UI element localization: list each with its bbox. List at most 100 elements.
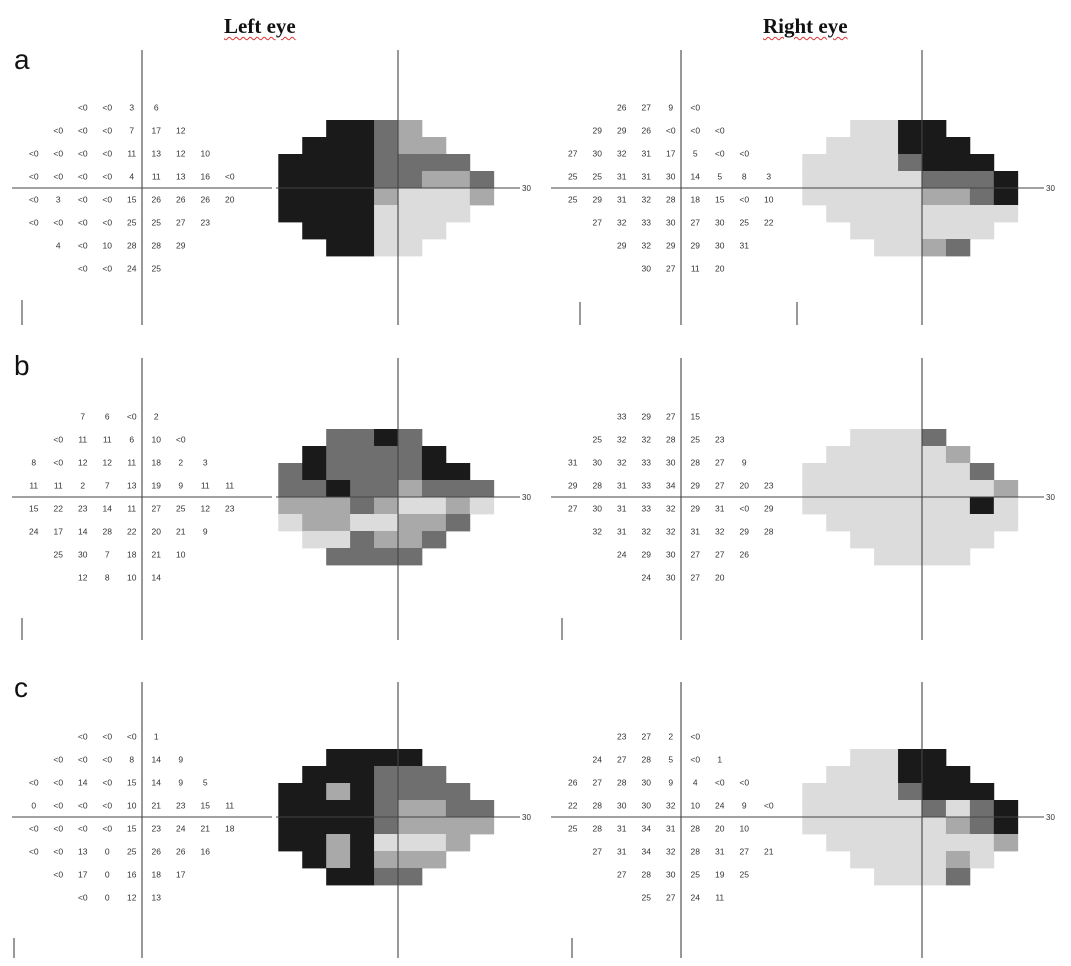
- row-b-left-threshold-value: 11: [127, 458, 136, 468]
- row-b-left-threshold-value: 10: [176, 550, 186, 560]
- row-b-right-grayscale-cell: [993, 514, 1019, 532]
- row-b-right-grayscale-cell: [922, 548, 947, 566]
- row-b-left-threshold-value: 11: [54, 481, 63, 491]
- row-c-right-threshold-value: 27: [642, 732, 652, 742]
- row-c-right-grayscale-cell: [874, 783, 899, 801]
- row-label-a: a: [14, 44, 30, 75]
- row-a-left-grayscale-cell: [326, 137, 351, 155]
- row-b-left-threshold-value: 11: [127, 504, 136, 514]
- row-c-left-threshold-value: 16: [201, 847, 211, 857]
- row-a-right-grayscale-cell: [969, 222, 995, 240]
- row-b-right-grayscale-cell: [945, 463, 971, 481]
- row-c-left-grayscale-cell: [374, 800, 399, 818]
- row-b-left-threshold-value: 30: [78, 550, 88, 560]
- row-c-right-threshold-value: <0: [764, 801, 774, 811]
- row-a-right-grayscale-cell: [898, 137, 923, 155]
- row-b-left-threshold-value: 27: [152, 504, 162, 514]
- row-a-left-grayscale-cell: [445, 154, 471, 172]
- row-a-right-threshold-value: 33: [642, 218, 652, 228]
- row-a-left-grayscale-cell: [350, 188, 375, 206]
- row-b-right-threshold-value: 29: [642, 412, 652, 422]
- row-b-right-threshold-value: 20: [740, 481, 750, 491]
- row-c-right-grayscale-cell: [826, 817, 851, 835]
- row-a-left-grayscale-cell: [421, 137, 447, 155]
- row-b-right-threshold-value: 28: [593, 481, 603, 491]
- row-b-right-threshold-value: 32: [715, 527, 725, 537]
- row-c-right-grayscale-cell: [898, 800, 923, 818]
- row-a-right-grayscale-cell: [945, 154, 971, 172]
- row-a-left-grayscale-cell: [374, 171, 399, 189]
- row-label-c: c: [14, 672, 28, 703]
- row-c-left-grayscale-cell: [350, 868, 375, 886]
- row-a-right-grayscale-cell: [874, 205, 899, 223]
- row-b-right-threshold-value: 31: [617, 481, 627, 491]
- row-c-right-grayscale-cell: [874, 868, 899, 886]
- row-a-left-threshold-value: 26: [176, 195, 186, 205]
- row-c-left-threshold-value: 12: [127, 893, 137, 903]
- row-a-left-grayscale-cell: [302, 205, 327, 223]
- row-c-left-threshold-value: 15: [127, 778, 137, 788]
- row-c-right-grayscale-cell: [898, 749, 923, 767]
- row-b-left-grayscale-cell: [278, 463, 303, 481]
- row-c-right-threshold-value: 10: [691, 801, 701, 811]
- row-c-left-grayscale-cell: [350, 817, 375, 835]
- row-b-right-grayscale-cell: [945, 548, 971, 566]
- row-c-left-grayscale-cell: [421, 783, 447, 801]
- row-a-right-grayscale-cell: [945, 239, 971, 257]
- row-b-right-threshold-value: 32: [617, 435, 627, 445]
- row-b-right-grayscale-cell: [945, 531, 971, 549]
- row-c-right-threshold-value: 27: [740, 847, 750, 857]
- row-c-left-grayscale-cell: [302, 766, 327, 784]
- row-b-left-grayscale-cell: [302, 514, 327, 532]
- row-b-right-threshold-value: 29: [691, 504, 701, 514]
- row-a-right-grayscale-cell: [969, 205, 995, 223]
- row-b-right-grayscale-cell: [922, 531, 947, 549]
- row-c-right-grayscale-cell: [945, 817, 971, 835]
- row-c-left-grayscale-cell: [374, 783, 399, 801]
- row-b-right-threshold-value: 25: [593, 435, 603, 445]
- row-a-right-grayscale-cell: [850, 154, 875, 172]
- row-b-left-grayscale-cell: [278, 497, 303, 515]
- row-b-right-grayscale-cell: [898, 480, 923, 498]
- row-a-right-grayscale-cell: [826, 171, 851, 189]
- row-c-right-threshold-value: 27: [593, 778, 603, 788]
- row-c-left-threshold-value: <0: [53, 847, 63, 857]
- row-b-left-threshold-value: 12: [201, 504, 211, 514]
- row-b-left-threshold-value: 9: [203, 527, 208, 537]
- row-b-left-grayscale-cell: [374, 429, 399, 447]
- row-b-left-threshold-value: 11: [103, 435, 112, 445]
- row-a-right-threshold-value: 29: [617, 241, 627, 251]
- row-a-right-threshold-value: 29: [617, 126, 627, 136]
- row-c-right-grayscale-cell: [945, 834, 971, 852]
- row-a-right-threshold-value: 25: [593, 172, 603, 182]
- row-b-left-grayscale-cell: [398, 548, 423, 566]
- row-c-left-threshold-value: 24: [176, 824, 186, 834]
- row-b-left-grayscale-cell: [350, 497, 375, 515]
- row-c-left-threshold-value: 23: [152, 824, 162, 834]
- row-b-left-threshold-value: 10: [127, 573, 137, 583]
- row-a-right-grayscale-cell: [874, 188, 899, 206]
- row-b-left-grayscale-cell: [445, 480, 471, 498]
- row-c-right-grayscale-cell: [945, 800, 971, 818]
- row-c-right-grayscale-cell: [874, 851, 899, 869]
- row-b-left-grayscale-cell: [421, 446, 447, 464]
- row-a-left-grayscale-cell: [398, 171, 423, 189]
- row-c-left-threshold-value: 5: [203, 778, 208, 788]
- row-c-left-grayscale-cell: [326, 800, 351, 818]
- row-c-right-threshold-value: 24: [715, 801, 725, 811]
- row-c-right-grayscale-cell: [898, 783, 923, 801]
- row-c-right-threshold-value: 30: [642, 801, 652, 811]
- row-a-left-threshold-value: 10: [103, 241, 113, 251]
- row-a-right-threshold-value: 31: [642, 172, 652, 182]
- row-a-left-grayscale-cell: [421, 154, 447, 172]
- row-b-right-grayscale-cell: [922, 480, 947, 498]
- row-b-left-threshold-value: 2: [154, 412, 159, 422]
- row-b-right-grayscale-cell: [874, 531, 899, 549]
- row-b-left-threshold-value: 12: [78, 458, 88, 468]
- row-c-left-threshold-value: <0: [102, 824, 112, 834]
- row-a-left-threshold-value: 27: [176, 218, 186, 228]
- row-a-left-grayscale-cell: [421, 188, 447, 206]
- row-c-right-threshold-value: 19: [715, 870, 725, 880]
- row-c-right-threshold-value: 34: [642, 824, 652, 834]
- row-c-right-threshold-value: 24: [593, 755, 603, 765]
